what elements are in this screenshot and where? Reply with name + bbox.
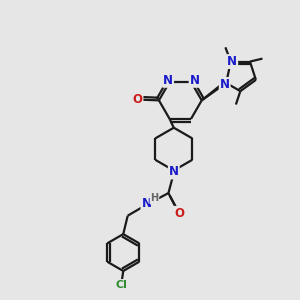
Text: N: N [141,197,152,210]
Text: N: N [163,74,173,87]
Text: H: H [150,194,158,203]
Text: N: N [220,78,230,91]
Text: O: O [132,93,142,106]
Text: N: N [227,55,237,68]
Text: Cl: Cl [116,280,128,290]
Text: O: O [174,207,184,220]
Text: N: N [190,74,200,87]
Text: N: N [169,166,179,178]
